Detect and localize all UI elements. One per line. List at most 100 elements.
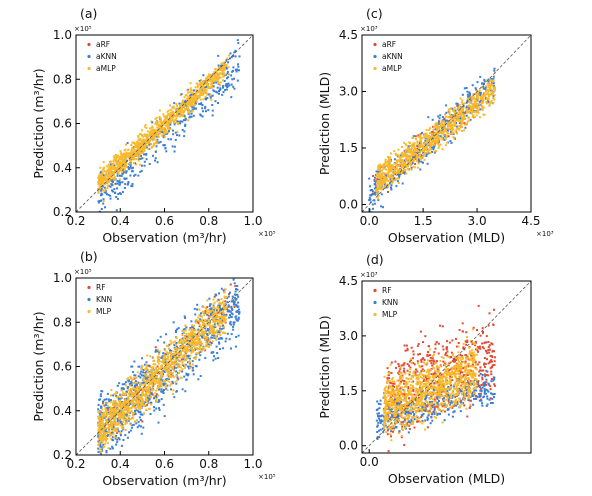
data-point [129, 163, 132, 166]
data-point [109, 425, 112, 428]
data-point [122, 156, 125, 159]
data-point [200, 90, 203, 93]
data-point [184, 364, 187, 367]
data-point [185, 351, 188, 354]
data-point [185, 357, 188, 359]
data-point [144, 404, 147, 407]
data-point [200, 81, 203, 84]
data-point [219, 330, 222, 332]
data-point [122, 413, 125, 416]
data-point [488, 103, 491, 106]
data-point [160, 126, 162, 129]
data-point [371, 189, 373, 191]
data-point [169, 358, 172, 361]
data-point [195, 89, 198, 92]
data-point [225, 64, 228, 67]
data-point [491, 80, 494, 83]
data-point [489, 100, 492, 103]
data-point [393, 171, 396, 174]
data-point [210, 98, 213, 101]
data-point [217, 298, 220, 301]
data-point [117, 421, 120, 424]
data-point [152, 357, 155, 360]
data-point [176, 110, 179, 113]
data-point [493, 98, 496, 101]
data-point [109, 173, 111, 176]
data-point [474, 106, 477, 109]
data-point [421, 145, 424, 148]
data-point [128, 431, 130, 434]
data-point [204, 312, 207, 315]
data-point [141, 391, 144, 393]
data-point [175, 341, 178, 344]
data-point [201, 104, 204, 106]
data-point [407, 151, 410, 153]
data-point [175, 390, 178, 393]
data-point [102, 177, 105, 180]
data-point [427, 143, 430, 146]
data-point [168, 380, 171, 383]
data-point [116, 428, 119, 431]
legend-entry: aMLP [382, 64, 402, 73]
data-points [97, 278, 241, 455]
data-point [216, 86, 219, 89]
data-point [183, 130, 186, 133]
data-point [377, 199, 380, 202]
data-point [222, 317, 225, 320]
data-point [158, 377, 161, 380]
data-point [491, 93, 494, 96]
data-point [144, 381, 147, 384]
data-point [154, 159, 156, 162]
data-point [124, 158, 126, 161]
data-point [399, 160, 402, 163]
data-point [234, 290, 237, 293]
data-point [230, 56, 233, 59]
data-point [415, 158, 418, 161]
data-point [487, 78, 490, 81]
x-tick-label: 4.5 [521, 214, 540, 228]
data-point [182, 358, 185, 361]
data-point [487, 93, 490, 96]
data-point [453, 116, 456, 119]
data-point [224, 73, 227, 76]
data-point [461, 130, 464, 132]
data-point [121, 154, 124, 157]
data-point [479, 89, 482, 92]
data-point [455, 122, 458, 124]
data-point [105, 409, 108, 412]
data-point [479, 94, 482, 97]
data-point [177, 378, 180, 381]
data-point [222, 331, 225, 334]
data-point [98, 178, 100, 181]
data-point [424, 151, 427, 154]
data-point [223, 67, 226, 70]
data-point [237, 316, 240, 319]
data-point [150, 376, 153, 379]
data-point [202, 306, 205, 308]
data-point [413, 150, 416, 153]
data-point [142, 371, 145, 374]
data-point [122, 159, 124, 161]
data-point [427, 135, 430, 138]
data-point [156, 126, 159, 129]
data-point [477, 96, 479, 99]
data-point [125, 155, 128, 158]
data-point [376, 197, 379, 200]
data-point [115, 209, 118, 212]
data-point [175, 366, 178, 369]
data-point [167, 122, 170, 125]
reference-line-1to1 [76, 35, 253, 212]
data-point [228, 322, 231, 325]
data-point [419, 140, 422, 143]
data-point [138, 365, 141, 368]
data-point [170, 114, 173, 117]
data-point [463, 129, 466, 132]
data-point [234, 298, 237, 301]
data-point [145, 397, 148, 400]
data-point [112, 170, 115, 173]
data-point [124, 404, 127, 407]
data-point [124, 423, 127, 426]
data-point [155, 393, 158, 396]
data-point [168, 120, 171, 122]
data-point [145, 366, 148, 369]
